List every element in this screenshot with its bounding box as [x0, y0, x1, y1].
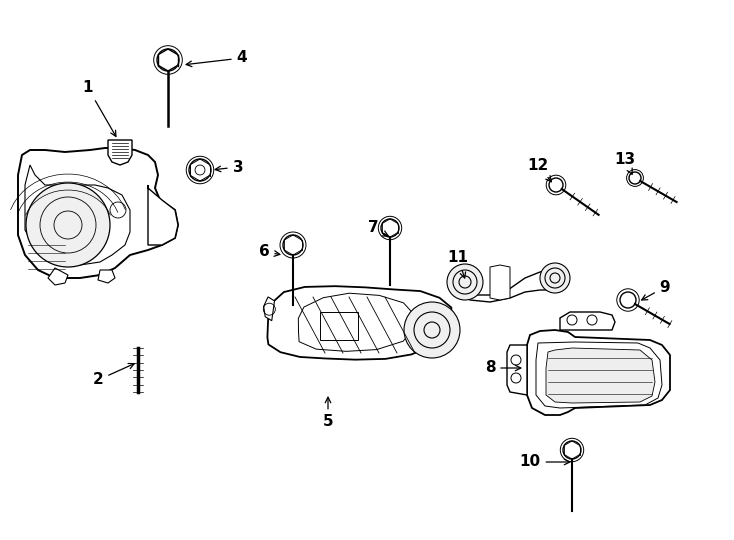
Polygon shape	[25, 165, 130, 265]
Polygon shape	[108, 140, 132, 165]
Polygon shape	[546, 348, 655, 403]
Polygon shape	[264, 297, 275, 321]
Text: 10: 10	[520, 455, 570, 469]
Circle shape	[157, 49, 179, 71]
FancyBboxPatch shape	[320, 312, 358, 340]
Text: 3: 3	[215, 159, 243, 174]
Polygon shape	[267, 286, 451, 360]
Text: 8: 8	[484, 361, 521, 375]
Text: 12: 12	[527, 158, 551, 182]
Text: 13: 13	[614, 152, 636, 174]
Circle shape	[283, 235, 303, 255]
Circle shape	[26, 183, 110, 267]
Polygon shape	[527, 330, 670, 415]
Circle shape	[549, 178, 563, 192]
Polygon shape	[148, 185, 178, 245]
Circle shape	[620, 292, 636, 308]
Circle shape	[587, 315, 597, 325]
Text: 9: 9	[642, 280, 670, 300]
Polygon shape	[455, 265, 565, 302]
Polygon shape	[507, 345, 527, 395]
Text: 4: 4	[186, 51, 247, 66]
Text: 6: 6	[258, 245, 280, 260]
Polygon shape	[48, 268, 68, 285]
Circle shape	[381, 219, 399, 237]
Circle shape	[404, 302, 460, 358]
Polygon shape	[560, 312, 615, 330]
Polygon shape	[98, 270, 115, 283]
Circle shape	[189, 159, 211, 181]
Text: 2: 2	[92, 363, 134, 388]
Text: 1: 1	[83, 80, 116, 137]
Text: 11: 11	[448, 251, 468, 278]
Circle shape	[447, 264, 483, 300]
Circle shape	[629, 172, 641, 184]
Text: 5: 5	[323, 397, 333, 429]
Circle shape	[511, 355, 521, 365]
Circle shape	[511, 373, 521, 383]
Polygon shape	[18, 148, 178, 278]
Circle shape	[567, 315, 577, 325]
Circle shape	[195, 165, 205, 175]
Polygon shape	[490, 265, 510, 300]
Text: 7: 7	[368, 220, 388, 236]
Circle shape	[540, 263, 570, 293]
Circle shape	[563, 441, 581, 459]
